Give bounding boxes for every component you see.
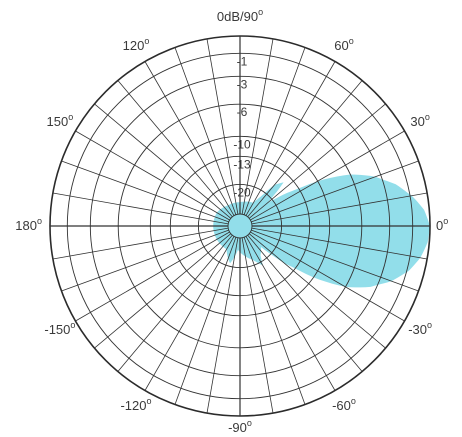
spoke-190deg <box>52 227 229 260</box>
spoke-340deg <box>251 229 419 292</box>
spoke-80deg <box>241 38 274 215</box>
radial-tick-label: -10 <box>233 137 251 151</box>
chart-labels: -1 -3 -6 -10 -13 -20 0dB/90o 60o 30o 0o -30o -60o -9… <box>15 7 448 435</box>
angle-label-minus-60: -60o <box>332 396 356 413</box>
radial-tick-label: -1 <box>237 54 248 68</box>
radial-tick-label: -20 <box>233 185 251 199</box>
spoke-170deg <box>52 192 229 225</box>
spoke-300deg <box>245 236 336 391</box>
spoke-40deg <box>248 103 386 219</box>
spoke-350deg <box>251 227 428 260</box>
angle-label-0: 0o <box>436 216 448 233</box>
radial-tick-label: -3 <box>237 77 248 91</box>
spoke-60deg <box>245 61 336 216</box>
spoke-240deg <box>144 236 235 391</box>
spoke-130deg <box>117 80 233 218</box>
angle-label-30: 30o <box>410 112 429 129</box>
spoke-150deg <box>75 130 230 221</box>
spoke-230deg <box>117 234 233 372</box>
spoke-290deg <box>243 237 306 405</box>
spoke-50deg <box>247 80 363 218</box>
spoke-320deg <box>248 233 386 349</box>
angle-label-minus-90: -90o <box>228 418 252 435</box>
spoke-30deg <box>250 130 405 221</box>
spoke-120deg <box>144 61 235 216</box>
angle-label-120: 120o <box>123 36 150 53</box>
spoke-250deg <box>174 237 237 405</box>
angle-label-90: 0dB/90o <box>217 7 263 24</box>
spoke-160deg <box>61 160 229 223</box>
radial-tick-label: -13 <box>233 157 251 171</box>
spoke-220deg <box>94 233 232 349</box>
spoke-20deg <box>251 160 419 223</box>
angle-label-minus-120: -120o <box>120 396 151 413</box>
spoke-280deg <box>241 237 274 414</box>
angle-label-minus-150: -150o <box>44 320 75 337</box>
spoke-310deg <box>247 234 363 372</box>
angle-label-minus-30: -30o <box>408 320 432 337</box>
spoke-260deg <box>206 237 239 414</box>
angle-label-180: 180o <box>15 216 42 233</box>
spoke-200deg <box>61 229 229 292</box>
angle-label-60: 60o <box>334 36 353 53</box>
spoke-210deg <box>75 231 230 322</box>
spoke-70deg <box>243 47 306 215</box>
spoke-110deg <box>174 47 237 215</box>
radial-tick-label: -6 <box>237 105 248 119</box>
spoke-10deg <box>251 192 428 225</box>
angle-label-150: 150o <box>47 112 74 129</box>
spoke-100deg <box>206 38 239 215</box>
spoke-140deg <box>94 103 232 219</box>
polar-grid <box>49 35 431 417</box>
spoke-330deg <box>250 231 405 322</box>
